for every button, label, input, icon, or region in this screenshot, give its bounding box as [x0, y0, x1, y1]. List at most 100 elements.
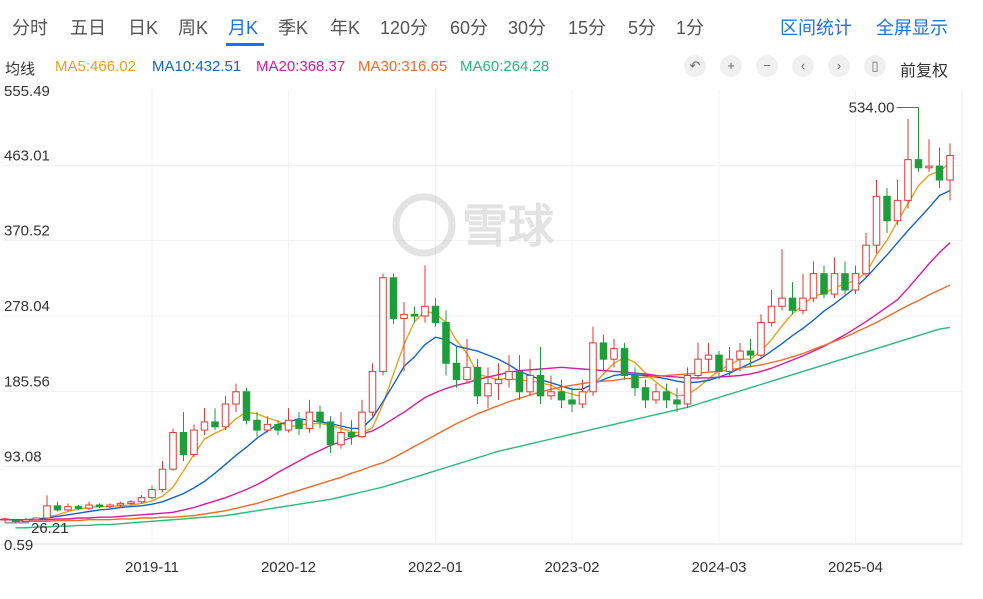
- candle-body: [379, 277, 387, 372]
- candle-body: [631, 374, 639, 389]
- candle-body: [200, 421, 209, 431]
- candle-body: [851, 273, 860, 291]
- candle-body: [337, 432, 345, 446]
- low-annotation: 26.21: [31, 520, 69, 537]
- candle-body: [211, 421, 219, 428]
- candle-body: [1, 518, 9, 521]
- ma-value-3: MA30:316.65: [358, 58, 448, 75]
- candle-body: [85, 504, 93, 509]
- candle-body: [295, 419, 303, 429]
- candle-body: [914, 159, 923, 169]
- tab-1[interactable]: 五日: [70, 18, 106, 38]
- candle-body: [242, 391, 251, 421]
- candle-body: [284, 419, 293, 431]
- interval-stats-link[interactable]: 区间统计: [780, 18, 852, 38]
- x-tick-label: 2023-02: [544, 559, 599, 576]
- high-annotation: 534.00: [849, 100, 895, 117]
- undo-icon[interactable]: ↶: [684, 55, 706, 77]
- candle-body: [757, 322, 765, 356]
- candle-body: [253, 419, 261, 431]
- candle-body: [893, 199, 902, 222]
- candle-body: [148, 489, 156, 499]
- tab-8[interactable]: 60分: [450, 18, 489, 38]
- tab-2[interactable]: 日K: [128, 18, 159, 38]
- candle-body: [116, 502, 125, 506]
- period-tabs: 分时 五日 日K 周K 月K 季K 年K 120分 60分 30分 15分 5分 1分 区间统计 全屏显示: [0, 0, 983, 48]
- candle-body: [820, 273, 828, 295]
- zoom-in-icon[interactable]: +: [720, 55, 742, 77]
- candle-body: [410, 313, 419, 317]
- tab-10[interactable]: 15分: [568, 18, 607, 38]
- ma-label: 均线: [5, 61, 36, 78]
- candle-body: [683, 374, 692, 405]
- candle-body: [673, 399, 681, 405]
- candle-body: [11, 519, 20, 522]
- candle-body: [347, 432, 356, 438]
- y-tick-label: 0.59: [4, 537, 33, 554]
- tab-3[interactable]: 周K: [178, 18, 209, 38]
- tab-12[interactable]: 1分: [676, 18, 705, 38]
- candle-body: [431, 305, 440, 324]
- candle-body: [263, 423, 272, 431]
- tab-6[interactable]: 年K: [330, 18, 361, 38]
- adjust-mode-button[interactable]: 前复权: [900, 63, 949, 80]
- candle-body: [799, 297, 807, 311]
- candle-body: [442, 322, 450, 364]
- candle-body: [568, 399, 576, 405]
- kline-chart[interactable]: 555.49463.01370.52278.04185.5693.080.592…: [0, 82, 983, 599]
- candle-body: [127, 501, 135, 504]
- chevron-right-icon[interactable]: ›: [828, 55, 850, 77]
- fullscreen-link[interactable]: 全屏显示: [876, 18, 948, 38]
- candle-body: [652, 391, 660, 401]
- candle-body: [620, 348, 629, 376]
- candle-body: [778, 297, 786, 307]
- candle-body: [274, 423, 282, 431]
- x-tick-label: 2020-12: [261, 559, 316, 576]
- candle-body: [421, 305, 429, 317]
- y-tick-label: 463.01: [4, 147, 50, 164]
- candle-body: [190, 429, 198, 456]
- candle-body: [326, 421, 335, 446]
- candle-body: [368, 370, 377, 413]
- ma-value-4: MA60:264.28: [460, 58, 550, 75]
- y-tick-label: 93.08: [4, 449, 42, 466]
- candle-body: [557, 391, 566, 401]
- watermark-logo-icon: [392, 193, 456, 257]
- tab-0[interactable]: 分时: [12, 18, 48, 38]
- tab-9[interactable]: 30分: [508, 18, 547, 38]
- ma-line-ma10: [0, 189, 951, 521]
- tab-4[interactable]: 月K: [228, 18, 259, 38]
- candle-body: [221, 403, 230, 428]
- candle-body: [232, 391, 240, 405]
- candle-body: [32, 517, 41, 521]
- candle-body: [536, 374, 545, 397]
- candle-body: [53, 505, 62, 511]
- candle-body: [515, 370, 524, 393]
- ma-value-2: MA20:368.37: [256, 58, 346, 75]
- tab-5[interactable]: 季K: [278, 18, 309, 38]
- tab-11[interactable]: 5分: [628, 18, 657, 38]
- candle-body: [43, 505, 51, 519]
- x-tick-label: 2022-01: [408, 559, 463, 576]
- candle-body: [179, 432, 188, 456]
- candle-body: [767, 305, 776, 324]
- candle-body: [484, 383, 492, 397]
- candle-body: [736, 350, 744, 360]
- tab-7[interactable]: 120分: [380, 18, 429, 38]
- candle-body: [452, 362, 461, 381]
- candle-body: [904, 159, 912, 201]
- candle-body: [494, 379, 503, 385]
- chevron-left-icon[interactable]: ‹: [792, 55, 814, 77]
- y-tick-label: 555.49: [4, 83, 50, 100]
- candle-body: [935, 165, 944, 181]
- candle-icon[interactable]: ▯: [864, 55, 886, 77]
- y-tick-label: 370.52: [4, 223, 50, 240]
- candle-body: [64, 506, 72, 511]
- candle-body: [578, 391, 587, 405]
- candle-body: [946, 155, 954, 181]
- candle-body: [358, 411, 366, 438]
- ma-value-1: MA10:432.51: [152, 58, 242, 75]
- candle-body: [305, 411, 314, 429]
- zoom-out-icon[interactable]: −: [756, 55, 778, 77]
- candle-body: [400, 313, 408, 319]
